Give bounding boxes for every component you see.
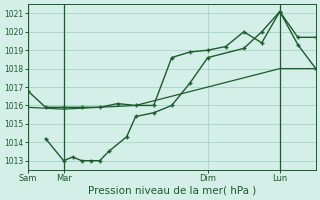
X-axis label: Pression niveau de la mer( hPa ): Pression niveau de la mer( hPa )	[88, 186, 256, 196]
